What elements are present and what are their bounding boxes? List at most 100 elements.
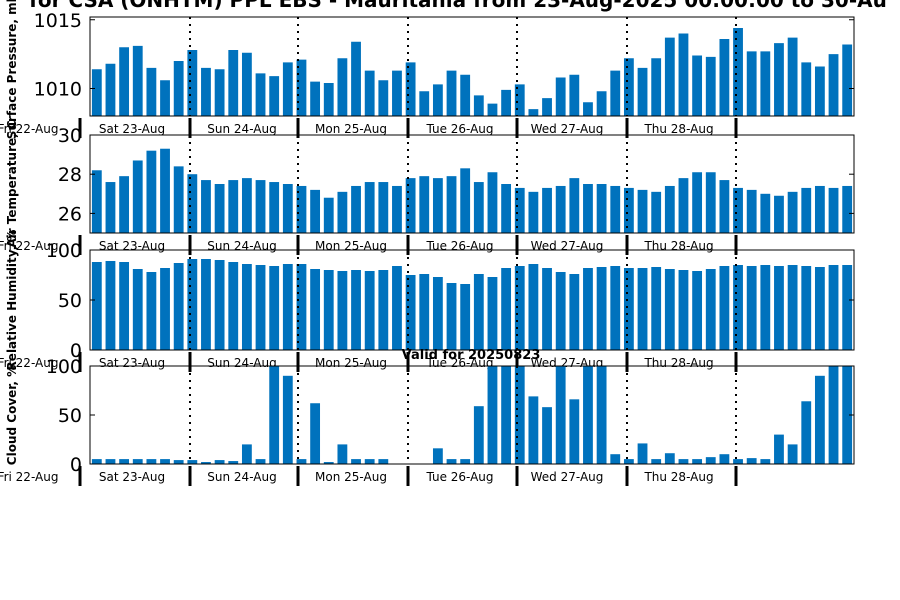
bar	[282, 264, 293, 350]
bar	[596, 267, 607, 350]
bar	[364, 70, 375, 116]
bar	[473, 406, 484, 464]
bar	[801, 266, 812, 350]
bar	[228, 461, 239, 464]
bar	[296, 459, 307, 464]
bar	[119, 262, 130, 350]
valid-label: Valid for 20250823	[402, 348, 541, 363]
x-tick-label: Mon 25-Aug	[315, 356, 387, 370]
bar	[146, 459, 157, 464]
bar	[255, 73, 266, 116]
bar	[678, 270, 689, 350]
bar	[787, 191, 798, 233]
bar	[719, 180, 730, 233]
bar	[201, 67, 211, 116]
bar	[651, 58, 662, 116]
bar	[610, 70, 621, 116]
bar	[132, 459, 143, 464]
bar	[760, 459, 771, 464]
bar	[378, 270, 389, 350]
x-tick-label: Sun 24-Aug	[207, 122, 276, 136]
bar	[351, 185, 361, 233]
x-tick-label: Fri 22-Aug	[0, 239, 58, 253]
bar	[119, 47, 130, 116]
bar	[460, 74, 471, 116]
x-tick-label: Thu 28-Aug	[643, 356, 713, 370]
bar	[310, 189, 321, 233]
bar	[514, 187, 525, 233]
x-tick-label: Mon 25-Aug	[315, 122, 387, 136]
bar	[719, 454, 730, 464]
bar	[405, 275, 416, 350]
bar	[160, 459, 170, 464]
bar	[555, 185, 566, 233]
bar	[637, 443, 648, 464]
bar	[623, 187, 634, 233]
bar	[241, 52, 252, 116]
bar	[432, 277, 443, 350]
bar	[214, 460, 225, 464]
bar	[337, 444, 348, 464]
bar	[583, 268, 593, 350]
bar	[501, 366, 512, 464]
bar	[719, 39, 730, 116]
figure-title: for CSA (ONHTM) PPL EBS - Mauritania fro…	[29, 0, 887, 12]
bar	[392, 70, 402, 116]
bar	[392, 266, 402, 350]
bar	[460, 459, 471, 464]
bar	[801, 401, 812, 464]
bar	[323, 270, 334, 350]
bar	[555, 366, 566, 464]
bar	[160, 148, 170, 233]
bar	[692, 172, 703, 233]
bar	[241, 178, 252, 233]
bar	[214, 260, 225, 350]
bar	[296, 264, 307, 350]
bar	[160, 80, 170, 116]
bar	[637, 189, 648, 233]
bar	[814, 66, 825, 116]
y-tick-label: 50	[58, 405, 82, 427]
bar	[678, 33, 689, 116]
y-tick-label: 26	[58, 203, 82, 225]
bar	[760, 265, 771, 350]
bar	[473, 274, 484, 350]
bar	[228, 262, 239, 350]
bar	[583, 102, 593, 116]
bar	[760, 51, 771, 117]
bar	[173, 460, 184, 464]
bar	[542, 98, 552, 116]
bar	[351, 270, 361, 350]
bar	[187, 259, 198, 350]
y-tick-label: 50	[58, 290, 82, 312]
bar	[501, 268, 512, 350]
bar	[487, 172, 498, 233]
bar	[146, 150, 157, 233]
x-tick-label: Sun 24-Aug	[207, 356, 276, 370]
bar	[528, 109, 539, 116]
bar	[774, 434, 784, 464]
bar	[228, 50, 239, 116]
bar	[419, 91, 430, 116]
bar	[310, 403, 321, 464]
bar	[105, 182, 116, 233]
bar	[419, 274, 430, 350]
bar	[214, 184, 225, 233]
bar	[473, 182, 484, 233]
bar	[664, 453, 675, 464]
x-tick-label: Fri 22-Aug	[0, 470, 58, 484]
bar	[255, 180, 266, 233]
bar	[542, 268, 552, 350]
bar	[487, 277, 498, 350]
y-tick-label: 100	[46, 240, 82, 262]
bar	[787, 37, 798, 117]
bar	[501, 89, 512, 116]
bar	[160, 268, 170, 350]
bar	[419, 176, 430, 233]
bar	[269, 182, 280, 233]
bar	[719, 266, 730, 350]
bar	[91, 170, 102, 233]
x-tick-label: Fri 22-Aug	[0, 356, 58, 370]
bar	[378, 459, 389, 464]
